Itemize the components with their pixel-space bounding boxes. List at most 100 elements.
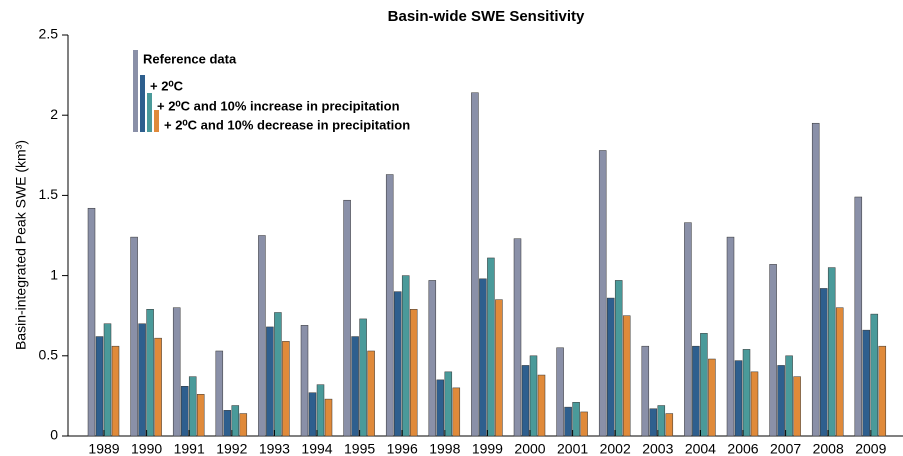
bar bbox=[811, 122, 820, 437]
x-tick-label: 1989 bbox=[88, 441, 119, 456]
x-tick-label: 2008 bbox=[813, 441, 844, 456]
bar bbox=[556, 347, 564, 437]
bar bbox=[769, 264, 777, 437]
bar bbox=[521, 365, 530, 437]
bar bbox=[726, 236, 735, 437]
bar bbox=[258, 235, 266, 437]
legend-label: Reference data bbox=[143, 51, 237, 66]
bar bbox=[750, 371, 759, 437]
bar bbox=[282, 341, 290, 437]
y-tick-label: 2 bbox=[50, 106, 58, 122]
y-tick-label: 0.5 bbox=[39, 347, 59, 363]
x-tick-label: 1994 bbox=[301, 441, 332, 456]
legend-label: + 2⁰C and 10% decrease in precipitation bbox=[164, 117, 410, 132]
x-tick-label: 1998 bbox=[429, 441, 460, 456]
bar bbox=[324, 398, 333, 437]
bar bbox=[130, 236, 138, 437]
bar bbox=[351, 336, 359, 437]
x-tick-label: 1995 bbox=[344, 441, 375, 456]
bar bbox=[665, 413, 674, 437]
x-tick-label: 1996 bbox=[387, 441, 418, 456]
bar bbox=[580, 411, 588, 437]
bar bbox=[452, 387, 461, 437]
x-tick-label: 2001 bbox=[557, 441, 588, 456]
bar bbox=[700, 333, 708, 437]
x-tick-label: 1999 bbox=[472, 441, 503, 456]
bar bbox=[308, 392, 317, 437]
bar bbox=[598, 150, 607, 437]
bar bbox=[785, 355, 793, 437]
bar bbox=[316, 384, 325, 437]
bar bbox=[343, 199, 351, 437]
bar bbox=[878, 345, 887, 437]
bar bbox=[649, 408, 658, 437]
legend-swatch bbox=[133, 50, 138, 132]
x-tick-label: 2009 bbox=[855, 441, 886, 456]
legend-swatch bbox=[147, 93, 152, 132]
y-axis-label: Basin-integrated Peak SWE (km³) bbox=[13, 140, 29, 350]
bar bbox=[564, 406, 572, 437]
bar bbox=[196, 394, 205, 437]
bar bbox=[862, 329, 871, 437]
y-tick-label: 1 bbox=[50, 266, 58, 282]
bar bbox=[95, 336, 104, 437]
bar bbox=[223, 410, 232, 437]
bar bbox=[444, 371, 453, 437]
bar bbox=[870, 313, 879, 437]
legend-label: + 2⁰C bbox=[150, 78, 184, 93]
bar bbox=[385, 174, 394, 437]
y-tick-label: 1.5 bbox=[39, 186, 59, 202]
legend-swatch bbox=[154, 110, 159, 132]
bar bbox=[537, 374, 546, 437]
x-tick-label: 2003 bbox=[642, 441, 673, 456]
bar bbox=[793, 376, 801, 437]
bar bbox=[436, 379, 445, 437]
bar bbox=[367, 350, 375, 437]
y-tick-label: 0 bbox=[50, 427, 58, 443]
x-tick-label: 2002 bbox=[600, 441, 631, 456]
bar bbox=[138, 323, 146, 437]
bar bbox=[180, 386, 189, 437]
bar bbox=[188, 376, 197, 437]
bar bbox=[409, 309, 418, 437]
bar bbox=[827, 267, 836, 437]
bar bbox=[572, 402, 580, 437]
bar bbox=[777, 365, 785, 437]
bar bbox=[692, 345, 700, 437]
bar bbox=[172, 307, 181, 437]
x-tick-label: 2000 bbox=[514, 441, 545, 456]
bar bbox=[471, 92, 479, 437]
bar bbox=[835, 307, 844, 437]
y-tick-label: 2.5 bbox=[39, 26, 59, 42]
x-tick-label: 2004 bbox=[685, 441, 716, 456]
bar bbox=[154, 337, 162, 437]
x-tick-label: 1991 bbox=[174, 441, 205, 456]
bar bbox=[266, 326, 274, 437]
bar bbox=[239, 413, 248, 437]
bar bbox=[641, 345, 650, 437]
bar bbox=[393, 291, 402, 437]
x-tick-label: 1992 bbox=[216, 441, 247, 456]
x-tick-label: 1990 bbox=[131, 441, 162, 456]
bar bbox=[274, 312, 282, 437]
bar bbox=[734, 360, 743, 437]
bar bbox=[742, 349, 751, 437]
bar bbox=[622, 315, 631, 437]
bar bbox=[231, 405, 240, 437]
legend-swatch bbox=[140, 75, 145, 132]
bar bbox=[708, 358, 716, 437]
bar bbox=[606, 297, 615, 437]
bar bbox=[854, 196, 863, 437]
bar bbox=[300, 325, 309, 437]
x-tick-label: 2007 bbox=[770, 441, 801, 456]
bar bbox=[684, 222, 692, 437]
bar bbox=[401, 275, 410, 437]
x-tick-label: 1993 bbox=[259, 441, 290, 456]
bar bbox=[487, 257, 495, 437]
bar bbox=[111, 345, 120, 437]
bar bbox=[495, 299, 503, 437]
bar bbox=[513, 238, 522, 437]
bar bbox=[614, 280, 623, 437]
chart-title: Basin-wide SWE Sensitivity bbox=[388, 8, 585, 25]
